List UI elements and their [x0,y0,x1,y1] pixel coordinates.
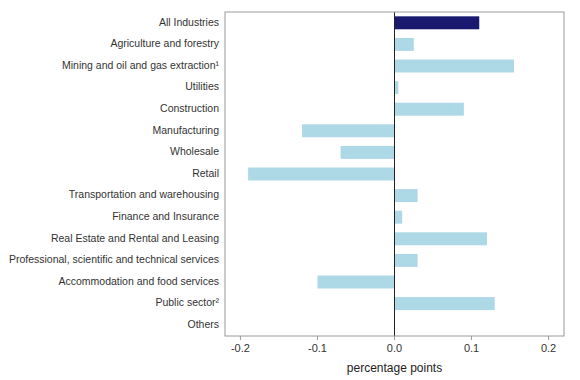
zero-line [394,12,395,336]
x-tick-label: 0.1 [464,342,479,354]
bar [341,146,395,159]
x-tick-label: -0.2 [231,342,250,354]
x-tick [317,336,318,340]
category-label: Others [187,318,219,330]
x-tick-label: -0.1 [308,342,327,354]
category-label: Mining and oil and gas extraction¹ [62,59,220,71]
bar [395,103,464,116]
category-label: Wholesale [170,145,219,157]
bar [395,232,487,245]
category-label: Finance and Insurance [112,210,219,222]
category-label: Accommodation and food services [59,275,220,287]
plot-frame [225,12,564,336]
bar [395,38,414,51]
category-label: Utilities [185,80,219,92]
x-tick [471,336,472,340]
bar [395,81,399,94]
bar [395,211,403,224]
bar [248,168,394,181]
category-label: Manufacturing [152,124,219,136]
category-label: Construction [160,102,219,114]
category-label: Professional, scientific and technical s… [9,253,219,265]
x-tick [240,336,241,340]
bar [395,254,418,267]
bar [395,60,514,73]
x-tick-label: 0.2 [541,342,556,354]
y-tick-labels: Others Public sector² Accommodation and fo… [9,16,220,330]
category-label: Retail [192,167,219,179]
bar [395,16,480,29]
bar [302,124,394,137]
x-tick-label: 0.0 [387,342,402,354]
bar [395,297,495,310]
chart: Others Public sector² Accommodation and fo… [0,0,580,380]
x-tick [394,336,395,340]
bars [248,16,514,310]
bar [317,276,394,289]
category-label: Real Estate and Rental and Leasing [51,232,219,244]
category-label: Public sector² [155,296,219,308]
x-tick [548,336,549,340]
category-label: Agriculture and forestry [110,37,219,49]
x-axis: -0.2 -0.1 0.0 0.1 0.2 [231,336,556,354]
category-label: All Industries [159,16,219,28]
category-label: Transportation and warehousing [69,188,219,200]
x-axis-label: percentage points [347,361,442,375]
bar [395,189,418,202]
